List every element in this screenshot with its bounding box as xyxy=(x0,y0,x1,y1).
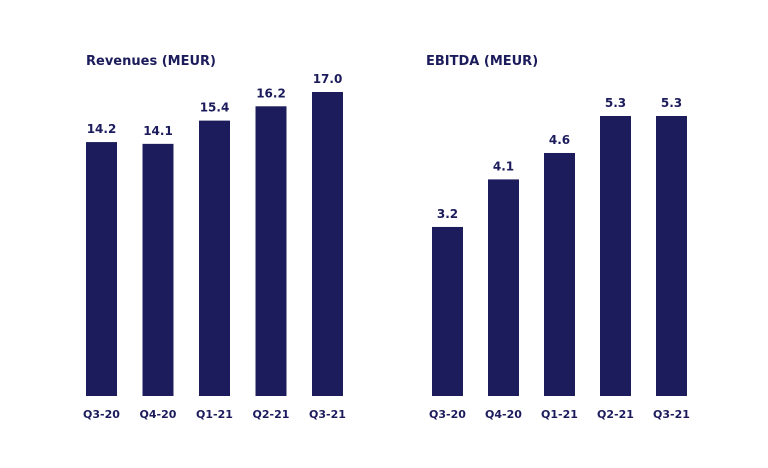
data-label: 4.1 xyxy=(493,159,514,173)
data-label: 14.2 xyxy=(87,122,117,136)
revenues-chart-title: Revenues (MEUR) xyxy=(86,54,216,69)
ebitda-chart: EBITDA (MEUR) 3.2 Q3-20 4.1 Q4-20 4.6 Q1-21 5.… xyxy=(384,0,768,468)
data-label: 17.0 xyxy=(313,72,343,86)
ebitda-chart-title: EBITDA (MEUR) xyxy=(426,54,539,69)
x-tick-label: Q4-20 xyxy=(485,408,522,421)
data-label: 4.6 xyxy=(549,133,570,147)
bar-q3-21 xyxy=(656,116,687,396)
bar-q3-20 xyxy=(432,226,463,396)
data-label: 15.4 xyxy=(200,101,230,115)
data-label: 5.3 xyxy=(605,96,626,110)
data-label: 3.2 xyxy=(437,207,458,221)
x-tick-label: Q3-20 xyxy=(429,408,466,421)
x-tick-label: Q3-21 xyxy=(309,408,346,421)
x-tick-label: Q3-20 xyxy=(83,408,120,421)
revenues-chart: Revenues (MEUR) 14.2 Q3-20 14.1 Q4-20 15.4 Q1… xyxy=(83,54,346,421)
bar-q2-21 xyxy=(255,106,287,397)
bar-q4-20 xyxy=(142,143,174,396)
x-tick-label: Q2-21 xyxy=(253,408,290,421)
data-label: 5.3 xyxy=(661,96,682,110)
bar-q3-20 xyxy=(86,142,117,396)
x-tick-label: Q1-21 xyxy=(541,408,578,421)
ebitda-chart-plot: 3.2 Q3-20 4.1 Q4-20 4.6 Q1-21 5.3 Q2-21 5.3 Q3-21 xyxy=(429,96,690,421)
bar-q4-20 xyxy=(488,179,519,396)
data-label: 14.1 xyxy=(143,124,173,138)
data-label: 16.2 xyxy=(256,86,286,100)
x-tick-label: Q3-21 xyxy=(653,408,690,421)
bar-q3-21 xyxy=(312,92,343,396)
x-tick-label: Q2-21 xyxy=(597,408,634,421)
bar-q1-21 xyxy=(544,152,575,396)
x-tick-label: Q4-20 xyxy=(140,408,177,421)
revenues-chart-plot: 14.2 Q3-20 14.1 Q4-20 15.4 Q1-21 16.2 Q2-21 17.0… xyxy=(83,72,346,421)
bar-q2-21 xyxy=(600,116,631,396)
x-tick-label: Q1-21 xyxy=(196,408,233,421)
bar-q1-21 xyxy=(199,120,230,397)
